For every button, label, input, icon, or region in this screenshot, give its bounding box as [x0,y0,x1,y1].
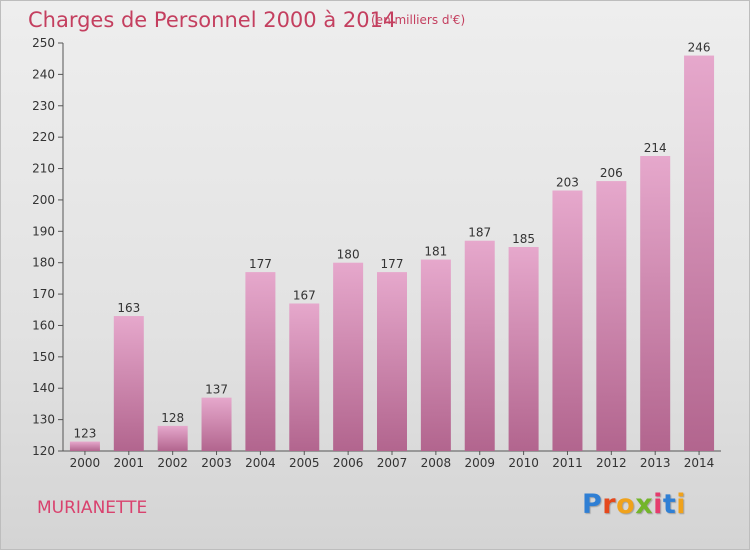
y-tick-label: 120 [32,444,55,458]
bar [464,240,495,451]
bar-value-label: 177 [381,257,404,271]
logo-letter: o [616,489,636,520]
y-tick-label: 170 [32,287,55,301]
y-tick-label: 190 [32,224,55,238]
data-labels: 123 163 128 137 177 167 180 177 181 187 185 203 206 2… [73,41,710,441]
bar-value-label: 203 [556,176,579,190]
bar [420,259,451,451]
bar [289,303,320,451]
axes: 120 130 140 150 160 170 180 190 200 210 220 230 240 2… [32,36,721,470]
x-tick-label: 2001 [114,456,145,470]
bar-value-label: 167 [293,288,316,302]
logo-letter: i [653,489,663,520]
logo-letter: r [602,489,617,520]
bar-value-label: 180 [337,248,360,262]
bar [245,272,276,451]
bar [684,55,715,452]
x-tick-label: 2011 [552,456,583,470]
bar-value-label: 177 [249,257,272,271]
x-tick-label: 2005 [289,456,320,470]
commune-name: MURIANETTE [37,498,148,518]
logo-letter: P [582,489,603,520]
y-tick-label: 130 [32,413,55,427]
logo-letter: i [676,489,687,520]
bar [552,190,583,451]
bar [377,272,407,451]
x-tick-label: 2004 [245,456,276,470]
y-tick-label: 180 [32,256,55,270]
bar-value-label: 214 [644,141,667,155]
bar [113,316,144,451]
y-tick-label: 250 [32,36,55,50]
y-tick-label: 150 [32,350,55,364]
logo-letter: t [662,489,677,520]
bar-value-label: 128 [161,411,184,425]
y-tick-label: 240 [32,67,55,81]
proxiti-logo: Proxiti [582,489,686,520]
x-tick-label: 2008 [421,456,452,470]
y-tick-label: 160 [32,318,55,332]
logo-letter: x [635,489,654,520]
bar-value-label: 123 [73,427,96,441]
x-tick-label: 2002 [157,456,188,470]
y-tick-label: 200 [32,193,55,207]
bar [596,181,627,452]
bar-value-label: 137 [205,383,228,397]
x-tick-label: 2010 [508,456,539,470]
chart-title: Charges de Personnel 2000 à 2014 [28,8,397,32]
chart-subtitle: (en milliers d'€) [371,13,466,27]
x-tick-label: 2000 [70,456,101,470]
bar-value-label: 185 [512,232,535,246]
bars [69,55,715,452]
bar [640,155,671,451]
bar-value-label: 206 [600,166,623,180]
x-tick-label: 2009 [464,456,495,470]
bar [69,441,100,451]
x-tick-label: 2006 [333,456,364,470]
bar-value-label: 163 [117,301,140,315]
bar [333,262,364,451]
x-tick-label: 2013 [640,456,671,470]
x-tick-label: 2003 [201,456,232,470]
x-tick-label: 2012 [596,456,627,470]
y-tick-label: 220 [32,130,55,144]
bar [508,247,539,451]
bar [201,397,232,451]
x-tick-label: 2014 [684,456,715,470]
bar-value-label: 181 [424,245,447,259]
bar [157,425,188,451]
bar-value-label: 187 [468,226,491,240]
bar-value-label: 246 [688,41,711,55]
x-tick-label: 2007 [377,456,408,470]
y-tick-label: 210 [32,162,55,176]
y-tick-label: 140 [32,381,55,395]
y-tick-label: 230 [32,99,55,113]
